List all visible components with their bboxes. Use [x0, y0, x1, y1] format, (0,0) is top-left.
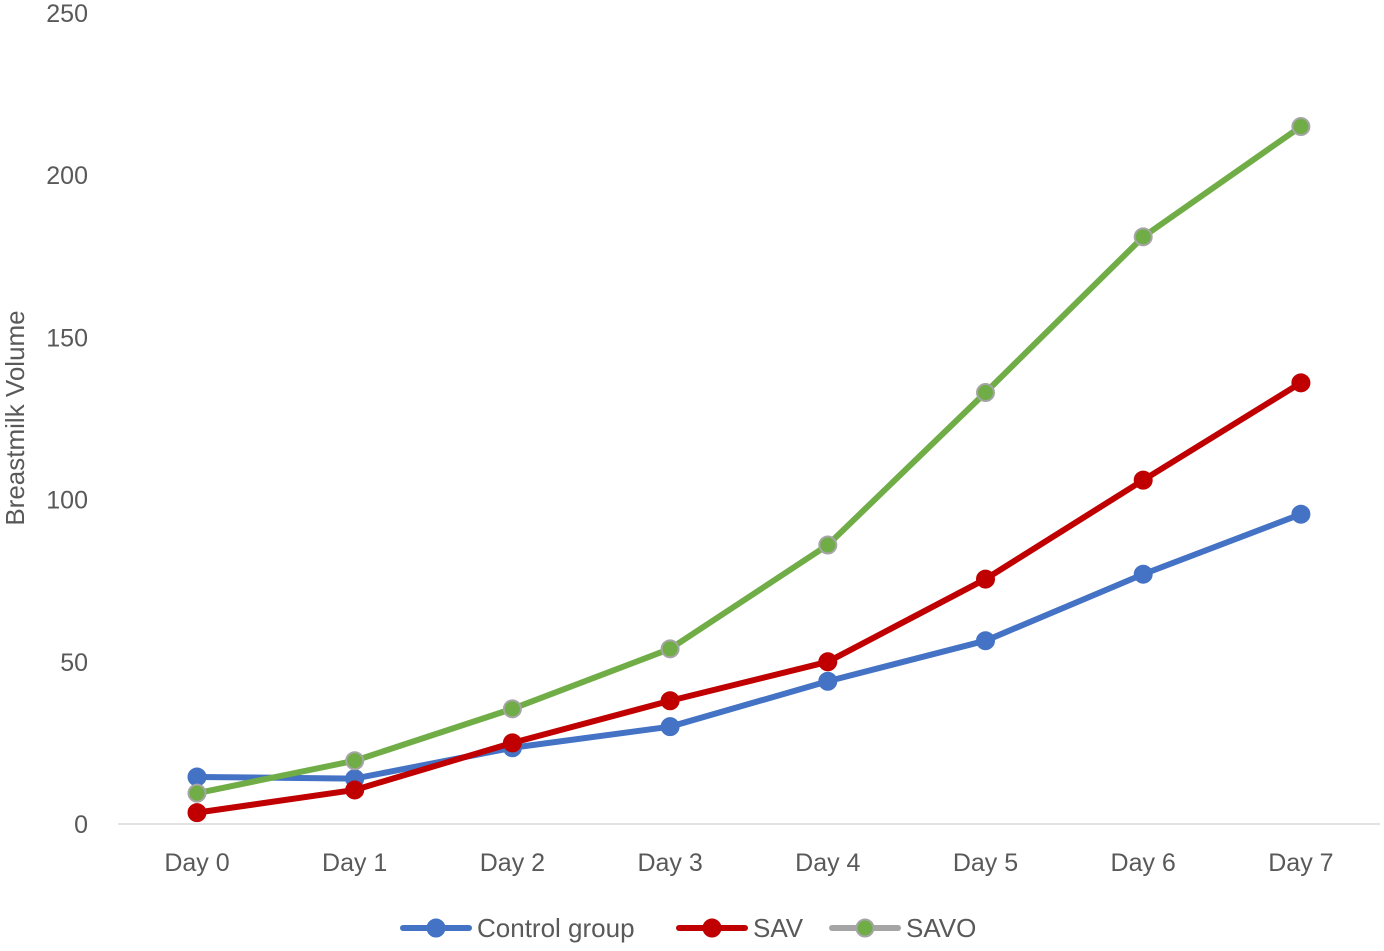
data-point — [1133, 470, 1153, 490]
legend-label: Control group — [477, 913, 635, 943]
series-control-group — [187, 504, 1311, 789]
series-line — [194, 123, 1304, 797]
data-point — [345, 780, 365, 800]
x-tick-label: Day 0 — [164, 849, 229, 877]
legend-item: SAVO — [829, 913, 976, 943]
x-tick-label: Day 1 — [322, 849, 387, 877]
series-line — [194, 511, 1304, 782]
data-point — [976, 383, 995, 403]
legend-label: SAVO — [906, 913, 976, 943]
series-sav — [187, 373, 1311, 823]
legend-marker — [855, 918, 875, 938]
x-tick-label: Day 5 — [953, 849, 1018, 877]
series-line — [194, 379, 1304, 816]
legend-marker — [426, 918, 446, 938]
data-point — [818, 652, 838, 672]
data-point — [976, 569, 995, 589]
data-point — [660, 639, 680, 659]
data-point — [187, 783, 207, 803]
data-point — [187, 803, 207, 823]
x-tick-label: Day 3 — [637, 849, 702, 877]
data-point — [1133, 227, 1153, 247]
data-point — [818, 671, 838, 691]
data-point — [1291, 504, 1311, 524]
y-tick-label: 150 — [46, 324, 88, 352]
x-tick-label: Day 4 — [795, 849, 860, 877]
data-point — [187, 767, 207, 787]
data-point — [502, 733, 522, 753]
y-tick-label: 200 — [46, 162, 88, 190]
legend-item: SAV — [676, 913, 804, 943]
y-axis-title: Breastmilk Volume — [0, 310, 30, 525]
data-point — [1291, 373, 1311, 393]
data-point — [1291, 117, 1311, 137]
series-layer — [187, 117, 1311, 823]
data-point — [818, 535, 838, 555]
y-tick-label: 100 — [46, 487, 88, 515]
legend: Control group SAV SAVO — [400, 913, 976, 943]
x-tick-label: Day 6 — [1111, 849, 1176, 877]
y-axis-ticks: 0 50 100 150 200 250 — [46, 0, 88, 839]
y-tick-label: 250 — [46, 0, 88, 28]
x-axis: Day 0 Day 1 Day 2 Day 3 Day 4 Day 5 Day 6 Day 7 — [118, 823, 1380, 877]
series-savo — [187, 117, 1311, 803]
data-point — [660, 717, 680, 737]
legend-marker — [702, 918, 722, 938]
data-point — [660, 691, 680, 711]
data-point — [345, 751, 365, 771]
legend-label: SAV — [753, 913, 804, 943]
data-point — [502, 699, 522, 719]
y-tick-label: 0 — [74, 811, 88, 839]
y-tick-label: 50 — [60, 649, 88, 677]
x-tick-label: Day 7 — [1268, 849, 1333, 877]
data-point — [976, 631, 995, 651]
data-point — [1133, 564, 1153, 584]
legend-item: Control group — [400, 913, 635, 943]
x-tick-label: Day 2 — [480, 849, 545, 877]
